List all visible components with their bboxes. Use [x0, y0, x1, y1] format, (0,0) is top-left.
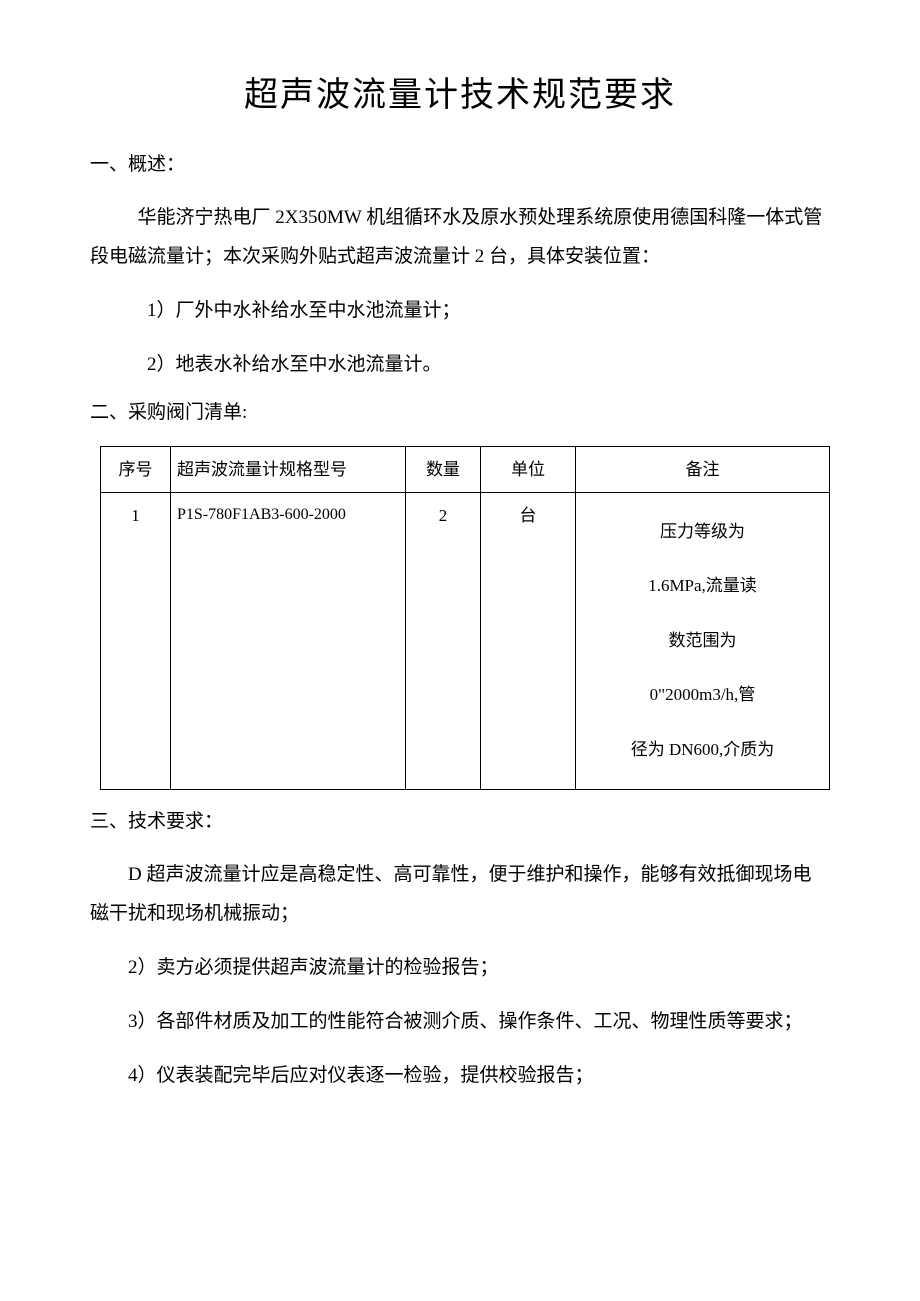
remark-line-3: 数范围为 [580, 614, 825, 668]
section-purchase-list: 二、采购阀门清单: 序号 超声波流量计规格型号 数量 单位 备注 1 P1S-7… [90, 399, 830, 790]
header-qty: 数量 [406, 446, 481, 493]
section-1-para-1: 华能济宁热电厂 2X350MW 机组循环水及原水预处理系统原使用德国科隆一体式管… [90, 198, 830, 278]
section-1-heading: 一、概述： [90, 151, 830, 180]
remark-line-5: 径为 DN600,介质为 [580, 723, 825, 777]
section-1-item-2: 2）地表水补给水至中水池流量计。 [147, 345, 830, 385]
purchase-table: 序号 超声波流量计规格型号 数量 单位 备注 1 P1S-780F1AB3-60… [100, 446, 830, 790]
remark-line-4: 0"2000m3/h,管 [580, 668, 825, 722]
section-3-para-4: 4）仪表装配完毕后应对仪表逐一检验，提供校验报告； [90, 1056, 830, 1096]
cell-qty: 2 [406, 493, 481, 790]
cell-remark: 压力等级为 1.6MPa,流量读 数范围为 0"2000m3/h,管 径为 DN… [576, 493, 830, 790]
section-1-item-1: 1）厂外中水补给水至中水池流量计； [147, 291, 830, 331]
table-header-row: 序号 超声波流量计规格型号 数量 单位 备注 [101, 446, 830, 493]
section-tech-requirements: 三、技术要求： D 超声波流量计应是高稳定性、高可靠性，便于维护和操作，能够有效… [90, 808, 830, 1096]
cell-unit: 台 [481, 493, 576, 790]
cell-seq: 1 [101, 493, 171, 790]
cell-spec: P1S-780F1AB3-600-2000 [171, 493, 406, 790]
section-overview: 一、概述： 华能济宁热电厂 2X350MW 机组循环水及原水预处理系统原使用德国… [90, 151, 830, 385]
remark-line-2: 1.6MPa,流量读 [580, 559, 825, 613]
section-3-para-2: 2）卖方必须提供超声波流量计的检验报告； [90, 948, 830, 988]
section-3-para-3: 3）各部件材质及加工的性能符合被测介质、操作条件、工况、物理性质等要求； [90, 1002, 830, 1042]
header-seq: 序号 [101, 446, 171, 493]
header-spec: 超声波流量计规格型号 [171, 446, 406, 493]
table-row: 1 P1S-780F1AB3-600-2000 2 台 压力等级为 1.6MPa… [101, 493, 830, 790]
remark-line-1: 压力等级为 [580, 505, 825, 559]
header-remark: 备注 [576, 446, 830, 493]
section-3-heading: 三、技术要求： [90, 808, 830, 837]
purchase-table-wrap: 序号 超声波流量计规格型号 数量 单位 备注 1 P1S-780F1AB3-60… [100, 446, 830, 790]
header-unit: 单位 [481, 446, 576, 493]
section-2-heading: 二、采购阀门清单: [90, 399, 830, 428]
section-3-para-1: D 超声波流量计应是高稳定性、高可靠性，便于维护和操作，能够有效抵御现场电磁干扰… [90, 855, 830, 935]
document-title: 超声波流量计技术规范要求 [90, 70, 830, 121]
